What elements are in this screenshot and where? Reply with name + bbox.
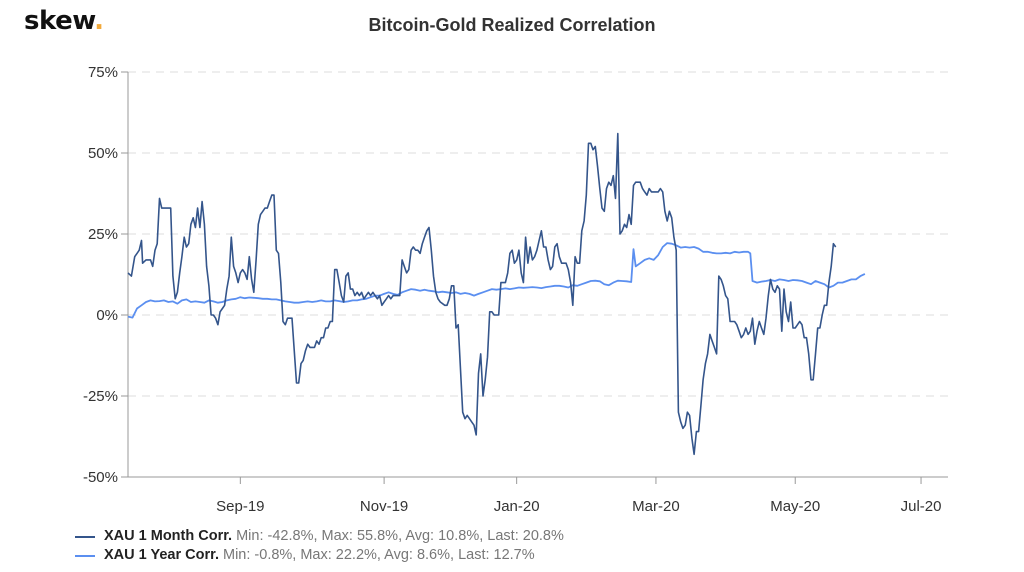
legend-item-1-year[interactable]: XAU 1 Year Corr. Min: -0.8%, Max: 22.2%,…	[75, 546, 564, 565]
legend: XAU 1 Month Corr. Min: -42.8%, Max: 55.8…	[75, 527, 564, 565]
x-tick-label: Mar-20	[632, 498, 680, 515]
x-tick-label: Nov-19	[360, 498, 408, 515]
x-tick-label: May-20	[770, 498, 820, 515]
gridlines	[128, 71, 948, 397]
x-tick-label: Jan-20	[494, 498, 540, 515]
chart-title: Bitcoin-Gold Realized Correlation	[368, 15, 656, 35]
logo-dot: .	[94, 6, 104, 36]
y-tick-label: -50%	[83, 469, 118, 486]
y-tick-label: 25%	[88, 226, 118, 243]
skew-logo: skew.	[24, 6, 104, 36]
x-tick-label: Sep-19	[216, 498, 264, 515]
y-tick-label: -25%	[83, 388, 118, 405]
legend-stats: Min: -0.8%, Max: 22.2%, Avg: 8.6%, Last:…	[223, 547, 535, 563]
axes: 75% 50% 25% 0% -25% -50% Sep-19 Nov-19 Jan-20 Mar…	[83, 64, 948, 515]
legend-stats: Min: -42.8%, Max: 55.8%, Avg: 10.8%, Las…	[236, 528, 564, 544]
y-tick-label: 50%	[88, 145, 118, 162]
y-tick-label: 75%	[88, 64, 118, 81]
legend-name: XAU 1 Month Corr.	[104, 528, 233, 544]
series-line-1-month	[127, 132, 837, 456]
y-tick-label: 0%	[96, 307, 118, 324]
legend-swatch-1-year	[75, 554, 95, 557]
legend-item-1-month[interactable]: XAU 1 Month Corr. Min: -42.8%, Max: 55.8…	[75, 527, 564, 546]
x-tick-label: Jul-20	[901, 498, 942, 515]
legend-name: XAU 1 Year Corr.	[104, 547, 219, 563]
legend-swatch-1-month	[75, 535, 95, 538]
logo-text: skew	[24, 6, 95, 36]
series	[127, 132, 866, 456]
